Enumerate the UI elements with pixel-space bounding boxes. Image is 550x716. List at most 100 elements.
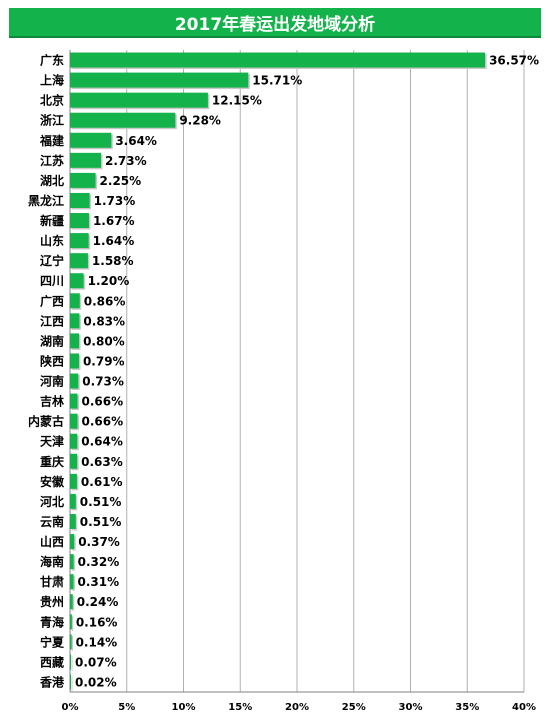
- bar: [70, 112, 176, 128]
- category-label: 甘肃: [40, 574, 64, 589]
- category-label: 青海: [40, 614, 64, 629]
- category-label: 贵州: [40, 594, 64, 609]
- category-label: 北京: [40, 93, 64, 108]
- data-label: 1.20%: [88, 274, 130, 288]
- data-label: 0.24%: [77, 595, 119, 609]
- category-label: 山西: [40, 534, 64, 549]
- category-label: 重庆: [40, 454, 64, 469]
- bar: [70, 373, 79, 389]
- data-label: 0.66%: [81, 395, 123, 409]
- bar: [70, 594, 73, 610]
- x-tick-label: 10%: [172, 702, 196, 713]
- category-label: 广东: [40, 53, 64, 68]
- x-tick-label: 0%: [62, 702, 79, 713]
- category-label: 西藏: [40, 654, 64, 669]
- category-label: 浙江: [40, 113, 64, 128]
- bar: [70, 253, 88, 269]
- data-label: 0.32%: [78, 555, 120, 569]
- bar: [70, 554, 74, 570]
- bar: [70, 654, 71, 670]
- data-label: 0.80%: [83, 334, 125, 348]
- data-label: 0.02%: [75, 675, 117, 689]
- chart-title: 2017年春运出发地域分析: [9, 8, 541, 36]
- data-label: 0.73%: [82, 375, 124, 389]
- x-tick-label: 5%: [118, 702, 135, 713]
- data-label: 0.51%: [80, 515, 122, 529]
- bar: [70, 233, 89, 249]
- bar: [70, 473, 77, 489]
- bar: [70, 52, 486, 68]
- category-label: 江苏: [40, 153, 64, 168]
- category-label: 黑龙江: [28, 193, 64, 208]
- bar-shadow: [71, 655, 73, 671]
- data-label: 0.66%: [81, 415, 123, 429]
- data-label: 9.28%: [179, 114, 221, 128]
- x-tick-label: 25%: [342, 702, 366, 713]
- bar-shadow: [71, 675, 73, 691]
- category-label: 湖北: [40, 173, 64, 188]
- bar-shadow: [71, 615, 74, 631]
- category-label: 吉林: [40, 394, 64, 409]
- bar: [70, 152, 101, 168]
- bar: [70, 273, 84, 289]
- bar: [70, 614, 72, 630]
- data-label: 0.16%: [76, 615, 118, 629]
- bar: [70, 634, 72, 650]
- category-label: 香港: [39, 674, 65, 689]
- data-label: 0.83%: [83, 314, 125, 328]
- data-label: 0.64%: [81, 435, 123, 449]
- bar: [70, 353, 79, 369]
- category-label: 上海: [40, 73, 64, 88]
- bar: [70, 132, 112, 148]
- bar: [70, 513, 76, 529]
- data-label: 2.25%: [100, 174, 142, 188]
- x-tick-label: 30%: [399, 702, 423, 713]
- bar: [70, 493, 76, 509]
- category-label: 广西: [40, 293, 64, 308]
- category-label: 四川: [40, 274, 64, 288]
- data-label: 2.73%: [105, 154, 147, 168]
- category-label: 海南: [40, 554, 64, 569]
- category-label: 宁夏: [40, 634, 65, 649]
- data-label: 0.37%: [78, 535, 120, 549]
- data-label: 0.86%: [84, 294, 126, 308]
- bar: [70, 92, 208, 108]
- data-label: 1.73%: [94, 194, 136, 208]
- bar: [70, 172, 96, 188]
- category-label: 天津: [40, 434, 64, 449]
- bar: [70, 534, 75, 550]
- category-label: 新疆: [40, 213, 64, 228]
- data-label: 15.71%: [252, 74, 302, 88]
- data-label: 1.67%: [93, 214, 135, 228]
- data-label: 0.31%: [78, 575, 120, 589]
- bar-shadow: [71, 635, 74, 651]
- category-label: 安徽: [40, 474, 65, 489]
- data-label: 1.58%: [92, 254, 134, 268]
- data-label: 0.63%: [81, 455, 123, 469]
- bar: [70, 72, 249, 88]
- bar-shadow: [71, 595, 75, 611]
- data-label: 0.61%: [81, 475, 123, 489]
- category-label: 陕西: [40, 353, 64, 368]
- category-label: 河北: [39, 494, 64, 509]
- category-label: 河南: [39, 374, 64, 389]
- data-label: 0.07%: [75, 655, 117, 669]
- bar: [70, 192, 90, 208]
- data-label: 36.57%: [489, 54, 539, 68]
- bar: [70, 313, 80, 329]
- category-label: 湖南: [40, 333, 64, 348]
- x-tick-label: 40%: [512, 702, 536, 713]
- bar: [70, 433, 78, 449]
- data-label: 12.15%: [212, 94, 262, 108]
- bar: [70, 574, 74, 590]
- category-label: 山东: [40, 233, 64, 248]
- data-label: 1.64%: [93, 234, 135, 248]
- data-label: 3.64%: [115, 134, 157, 148]
- x-tick-label: 20%: [285, 702, 309, 713]
- data-label: 0.14%: [76, 635, 118, 649]
- category-label: 辽宁: [40, 253, 64, 268]
- data-label: 0.51%: [80, 495, 122, 509]
- bar: [70, 213, 89, 229]
- bar: [70, 674, 71, 690]
